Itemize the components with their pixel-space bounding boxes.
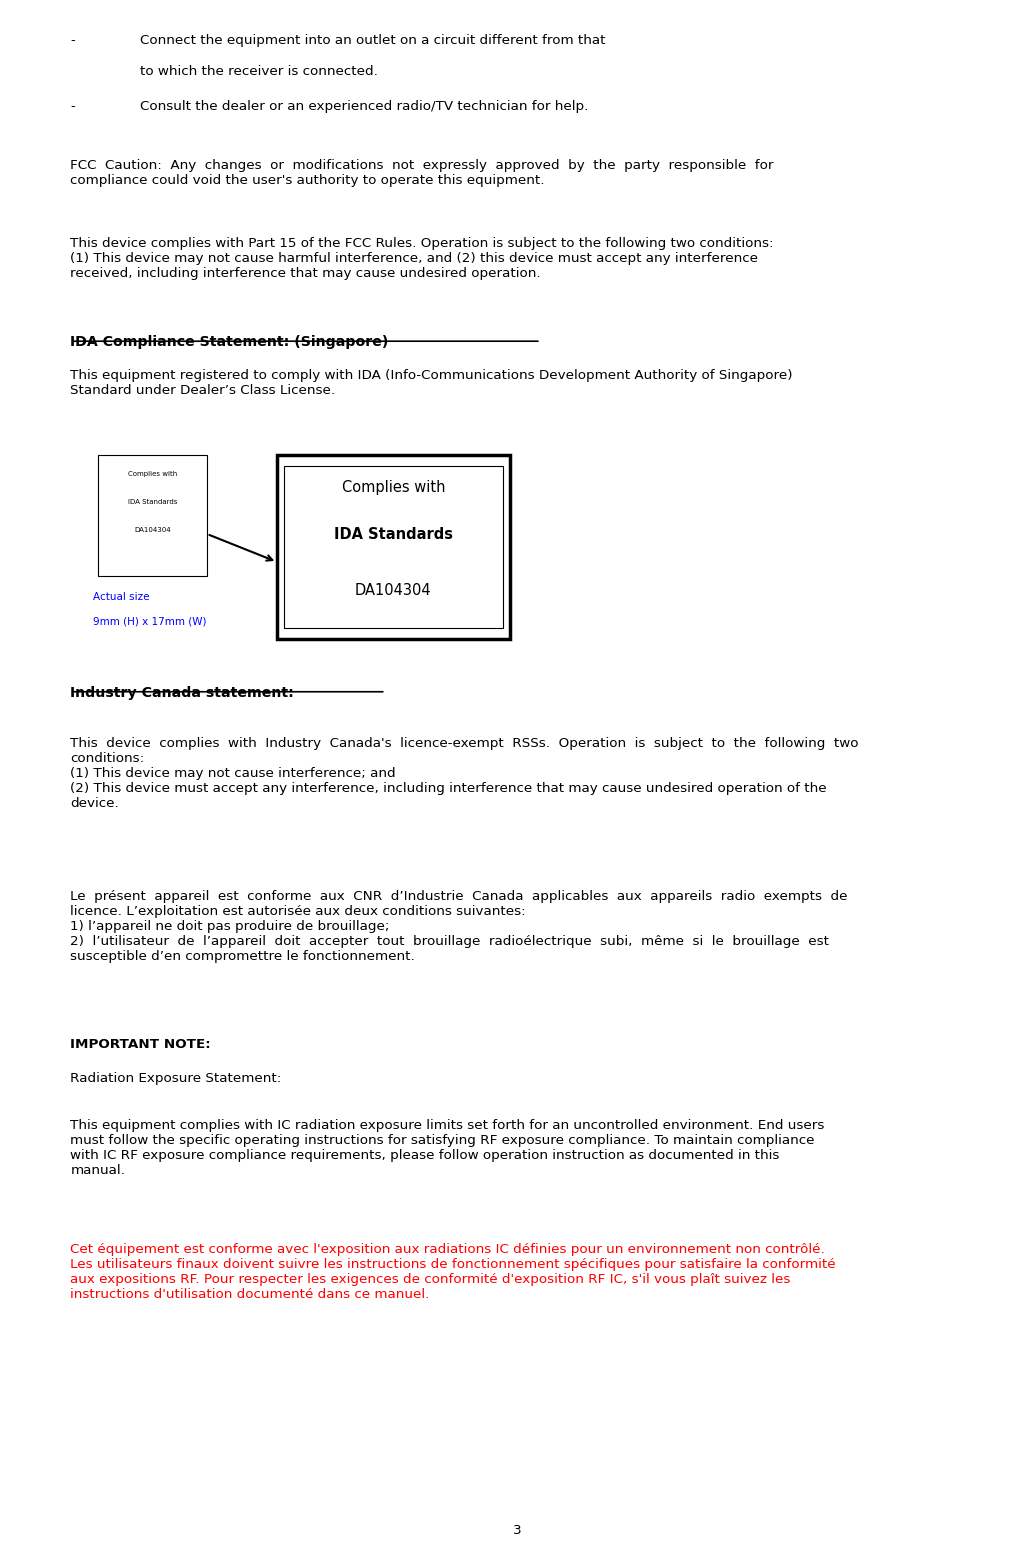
Text: Complies with: Complies with bbox=[128, 471, 177, 477]
Text: 3: 3 bbox=[513, 1524, 521, 1536]
Text: IMPORTANT NOTE:: IMPORTANT NOTE: bbox=[70, 1038, 211, 1050]
Text: -: - bbox=[70, 34, 75, 47]
Bar bbox=[284, 466, 503, 628]
Text: Connect the equipment into an outlet on a circuit different from that: Connect the equipment into an outlet on … bbox=[140, 34, 605, 47]
Text: DA104304: DA104304 bbox=[134, 527, 171, 533]
Text: to which the receiver is connected.: to which the receiver is connected. bbox=[140, 65, 377, 78]
Text: Radiation Exposure Statement:: Radiation Exposure Statement: bbox=[70, 1072, 281, 1084]
Text: IDA Standards: IDA Standards bbox=[128, 499, 177, 505]
Text: Complies with: Complies with bbox=[341, 480, 446, 495]
Text: -: - bbox=[70, 100, 75, 112]
Text: IDA Compliance Statement: (Singapore): IDA Compliance Statement: (Singapore) bbox=[70, 335, 389, 349]
Text: This equipment complies with IC radiation exposure limits set forth for an uncon: This equipment complies with IC radiatio… bbox=[70, 1119, 825, 1176]
Text: DA104304: DA104304 bbox=[355, 583, 432, 598]
Text: Consult the dealer or an experienced radio/TV technician for help.: Consult the dealer or an experienced rad… bbox=[140, 100, 588, 112]
Text: FCC  Caution:  Any  changes  or  modifications  not  expressly  approved  by  th: FCC Caution: Any changes or modification… bbox=[70, 159, 773, 187]
Bar bbox=[277, 455, 510, 639]
Text: This  device  complies  with  Industry  Canada's  licence-exempt  RSSs.  Operati: This device complies with Industry Canad… bbox=[70, 737, 859, 810]
Text: Le  présent  appareil  est  conforme  aux  CNR  d’Industrie  Canada  applicables: Le présent appareil est conforme aux CNR… bbox=[70, 890, 848, 963]
Text: Actual size: Actual size bbox=[93, 592, 150, 601]
Text: Industry Canada statement:: Industry Canada statement: bbox=[70, 686, 295, 700]
Text: This equipment registered to comply with IDA (Info-Communications Development Au: This equipment registered to comply with… bbox=[70, 369, 793, 397]
Text: IDA Standards: IDA Standards bbox=[334, 527, 453, 542]
Bar bbox=[98, 455, 207, 576]
Text: Cet équipement est conforme avec l'exposition aux radiations IC définies pour un: Cet équipement est conforme avec l'expos… bbox=[70, 1243, 835, 1301]
Text: This device complies with Part 15 of the FCC Rules. Operation is subject to the : This device complies with Part 15 of the… bbox=[70, 237, 773, 280]
Text: 9mm (H) x 17mm (W): 9mm (H) x 17mm (W) bbox=[93, 617, 207, 626]
